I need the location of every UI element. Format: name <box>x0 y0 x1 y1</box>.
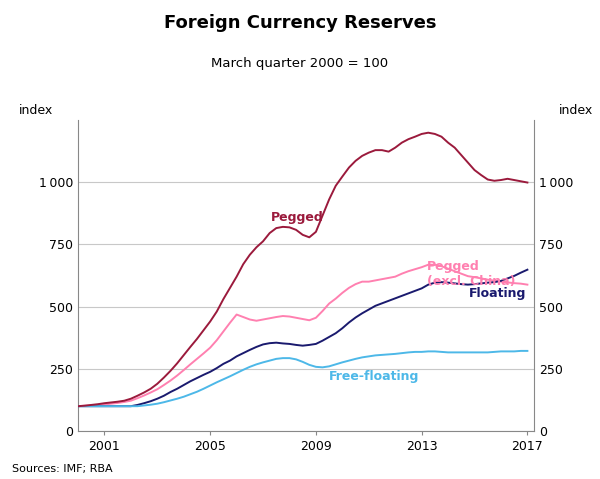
Text: index: index <box>19 103 53 116</box>
Text: Foreign Currency Reserves: Foreign Currency Reserves <box>164 14 436 33</box>
Text: Sources: IMF; RBA: Sources: IMF; RBA <box>12 464 113 474</box>
Text: Pegged
(excl. China): Pegged (excl. China) <box>427 260 515 288</box>
Text: Free-floating: Free-floating <box>329 370 419 383</box>
Text: Floating: Floating <box>469 286 527 300</box>
Text: March quarter 2000 = 100: March quarter 2000 = 100 <box>211 57 389 70</box>
Text: Pegged: Pegged <box>271 211 324 224</box>
Text: index: index <box>559 103 593 116</box>
